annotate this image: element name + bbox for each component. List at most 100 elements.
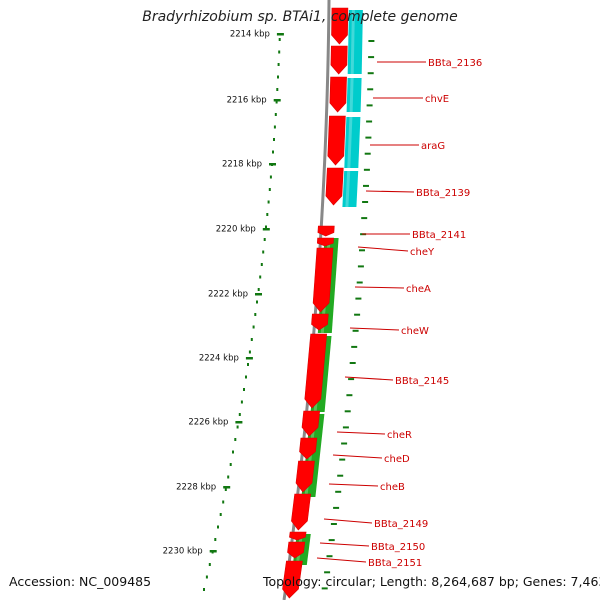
ruler-tick-label: 2226 kbp: [188, 418, 228, 428]
gene-label: BBta_2150: [371, 542, 425, 553]
operon-bar-cyan-highlight: [345, 171, 351, 207]
ruler-tick-label: 2224 kbp: [199, 354, 239, 364]
inner-tick: [368, 56, 375, 59]
gene-label: cheW: [401, 326, 429, 337]
inner-tick: [337, 474, 344, 477]
ruler-dot: [265, 225, 267, 229]
gene-label: BBta_2151: [368, 558, 422, 569]
gene-label-leader: [332, 454, 383, 459]
ruler-dot: [227, 475, 230, 479]
operon-bar-cyan-highlight: [349, 78, 354, 112]
gene-label-leader: [365, 190, 415, 193]
gene-arrow: [295, 460, 315, 493]
gene-label-leader: [344, 376, 394, 381]
gene-arrow: [311, 313, 329, 331]
operon-bar-cyan: [344, 117, 361, 168]
gene-arrow: [330, 45, 348, 75]
gene-arrow: [325, 167, 344, 206]
inner-tick: [321, 587, 328, 590]
ruler-tick: [209, 550, 217, 553]
gene-label-leader: [323, 518, 373, 524]
genome-info-text: Topology: circular; Length: 8,264,687 bp…: [263, 574, 600, 589]
gene-arrow: [299, 437, 318, 460]
inner-tick: [352, 329, 359, 332]
inner-tick: [354, 313, 361, 316]
gene-label: BBta_2141: [412, 230, 466, 241]
gene-label: BBta_2145: [395, 376, 449, 387]
ruler-dot: [278, 50, 281, 54]
ruler-tick: [223, 486, 231, 489]
ruler-dot: [222, 500, 225, 504]
ruler-dot: [203, 588, 205, 591]
ruler-ticks: 2214 kbp 2216 kbp 2218 kbp 2220 kbp 2222 kbp…: [163, 30, 284, 557]
gene-label: BBta_2149: [374, 519, 428, 530]
ruler-tick: [255, 293, 262, 296]
ruler-dot: [259, 275, 262, 279]
operon-bar-cyan: [346, 78, 362, 112]
ruler-dot: [269, 175, 272, 179]
ruler-tick-label: 2222 kbp: [208, 290, 248, 300]
inner-tick: [341, 442, 348, 445]
gene-label-leader: [316, 557, 367, 563]
ruler-dot: [208, 563, 211, 566]
ruler-dot: [219, 513, 222, 516]
inner-tick: [328, 539, 335, 542]
ruler-dot: [234, 438, 237, 441]
inner-tick: [344, 410, 351, 413]
ruler-tick: [276, 33, 284, 36]
ruler-dot: [250, 338, 253, 341]
ruler-dot: [268, 188, 271, 191]
inner-tick: [359, 249, 365, 252]
inner-tick: [362, 201, 369, 203]
ruler-tick-label: 2216 kbp: [227, 96, 267, 106]
inner-tick: [335, 490, 342, 493]
inner-tick: [366, 104, 373, 107]
ruler-tick: [262, 228, 270, 231]
ruler-dot: [238, 413, 241, 416]
inner-tick: [355, 297, 362, 300]
ruler-dot: [243, 388, 245, 391]
ruler-dot: [275, 100, 278, 104]
ruler-dot: [257, 288, 260, 291]
inner-tick: [367, 72, 374, 75]
inner-tick: [367, 88, 374, 91]
gene-arrow: [331, 7, 349, 45]
gene-label: chvE: [425, 94, 449, 105]
gene-labels: BBta_2136 chvE araG BBta_2139 BBta_2141 cheY c…: [316, 58, 482, 569]
ruler-tick: [235, 421, 243, 424]
gene-label-leader: [349, 327, 400, 331]
ruler-dot: [277, 63, 280, 66]
inner-tick: [363, 184, 369, 187]
ruler-dot: [254, 313, 257, 316]
gene-arrow: [282, 560, 303, 599]
gene-label-leader: [328, 483, 379, 487]
ruler-tick: [269, 163, 276, 166]
inner-tick: [326, 555, 333, 558]
operon-bar-cyan-highlight: [350, 10, 355, 74]
ruler-dot: [232, 450, 234, 454]
ruler-dot: [262, 250, 265, 254]
ruler-dot: [273, 138, 275, 141]
accession-text: Accession: NC_009485: [9, 574, 152, 589]
gene-arrow: [327, 115, 346, 166]
gene-label-leader: [357, 246, 409, 252]
ruler-tick-label: 2228 kbp: [176, 483, 216, 493]
gene-label: BBta_2139: [416, 188, 470, 199]
ruler-tick-label: 2220 kbp: [216, 225, 256, 235]
gene-arrow: [312, 247, 334, 313]
map-title: Bradyrhizobium sp. BTAi1, complete genom…: [142, 9, 458, 25]
gene-arrow: [301, 410, 321, 437]
ruler-dot: [276, 88, 279, 91]
ruler-dot: [266, 213, 269, 216]
operon-bar-cyan: [342, 171, 359, 207]
inner-tick: [368, 40, 375, 42]
ruler-tick-label: 2218 kbp: [222, 160, 262, 170]
gene-label: BBta_2136: [428, 58, 482, 69]
inner-tick: [349, 362, 356, 364]
ruler-dot: [214, 538, 217, 541]
ruler-dot: [240, 400, 243, 404]
gene-label: cheD: [384, 454, 410, 465]
ruler-dot: [256, 300, 258, 304]
